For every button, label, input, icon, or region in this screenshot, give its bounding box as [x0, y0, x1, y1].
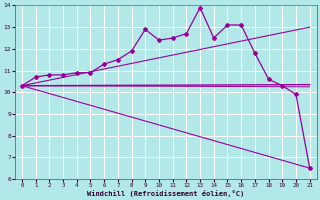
X-axis label: Windchill (Refroidissement éolien,°C): Windchill (Refroidissement éolien,°C): [87, 190, 244, 197]
